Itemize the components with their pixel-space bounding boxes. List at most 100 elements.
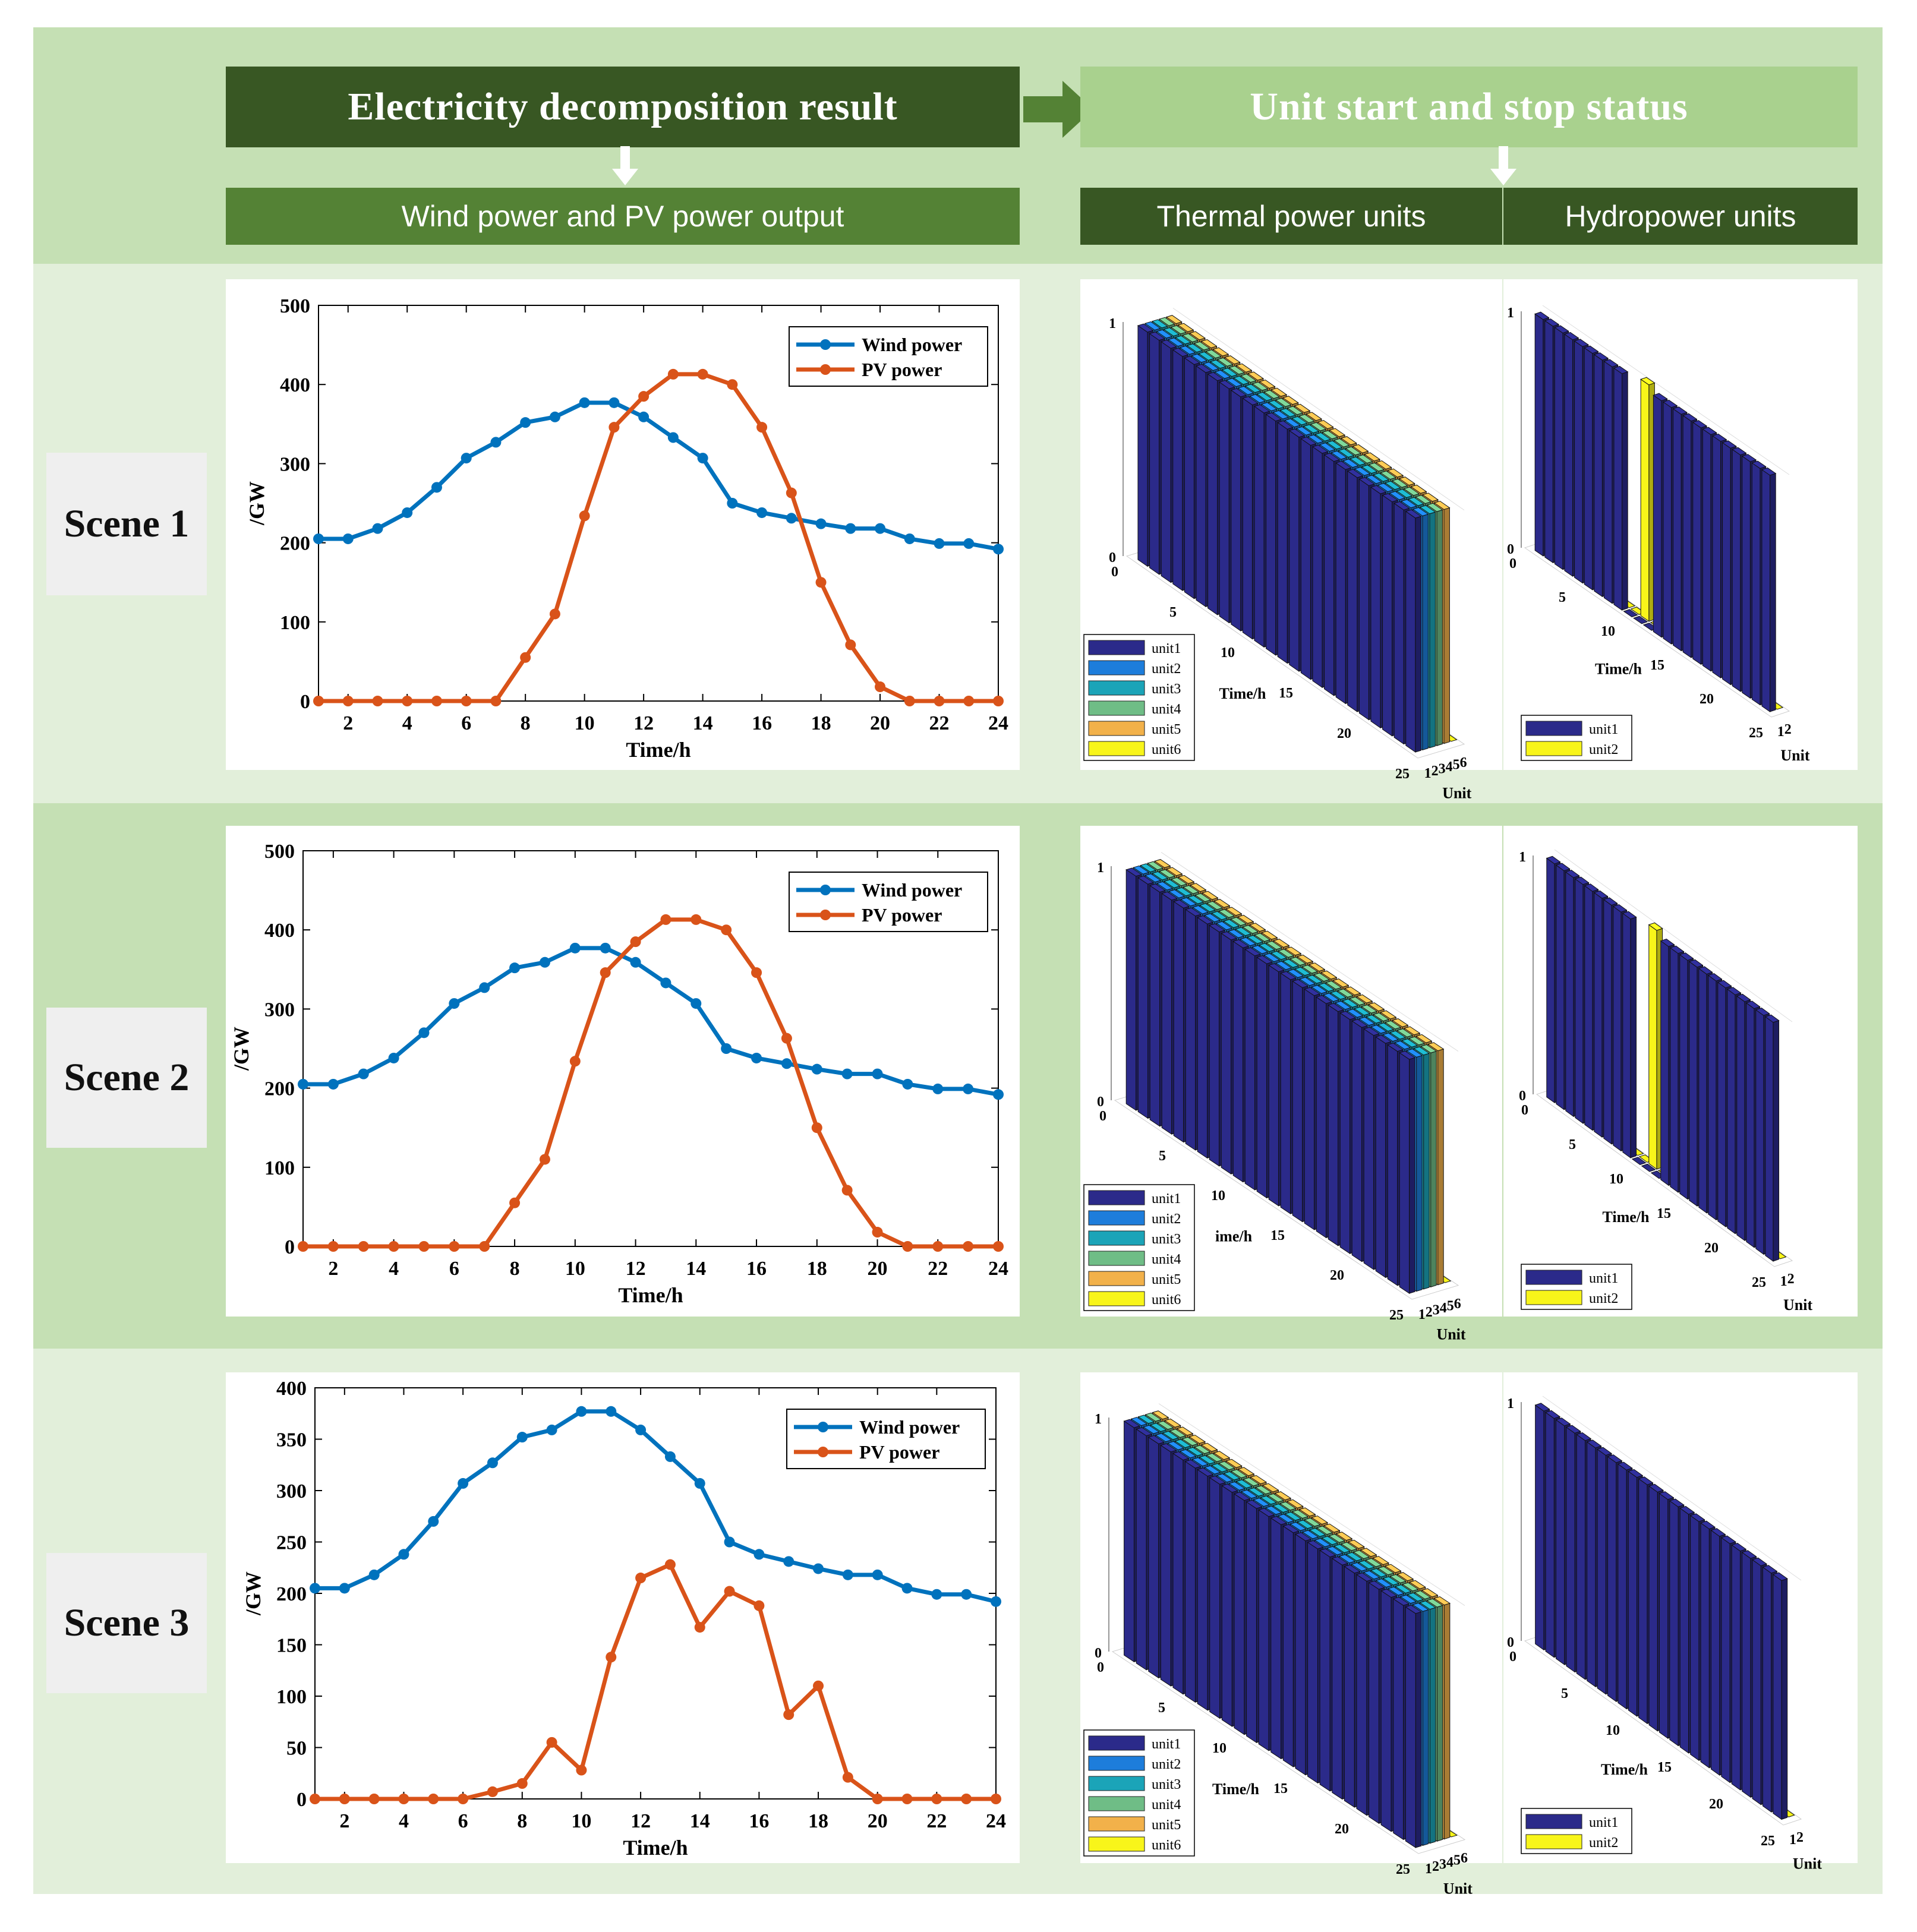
scene-3-thermal-bar-top [1351,1562,1369,1571]
scene-3-thermal-bar-top [1193,1445,1211,1454]
scene-2-thermal-bar-top [1358,1016,1376,1026]
scene-2-hydro-bar-top [1669,945,1685,954]
scene-2-thermal-bar-top [1228,929,1245,939]
scene-1-pv-point [815,577,827,588]
scene-1-thermal-bar-side [1422,513,1429,751]
scene-2-thermal-bar-front [1256,956,1268,1199]
scene-2-thermal-bar-top [1351,1019,1369,1028]
scene-3-thermal-unit-tick-label: 6 [1461,1851,1468,1866]
scene-2-wind-point [811,1063,822,1075]
scene-1-ytick-label: 100 [280,612,310,634]
scene-1-thermal-bar-top [1172,348,1189,357]
scene-3-thermal-bar-top [1155,1433,1172,1442]
scene-2-thermal-bar-top [1396,1028,1414,1038]
scene-1-hydro-bar-top [1603,359,1619,368]
scene-1-thermal-bar-front [1172,349,1183,591]
scene-3-hydro-time-tick-label: 5 [1561,1686,1568,1701]
scene-1-hydro-bar-top [1563,332,1579,340]
scene-2-thermal-bar-front [1339,1012,1351,1255]
scene-1-thermal-bar-top [1319,442,1336,452]
scene-3-wind-point [664,1451,676,1462]
scene-1-pv-point [638,391,649,402]
scene-2-pv-point [932,1241,944,1252]
scene-3-thermal-bar-top [1338,1554,1356,1564]
scene-1-thermal-bar-top [1247,371,1264,381]
scene-1-thermal-bar-top [1268,400,1285,409]
scene-3-thermal-bar-top [1213,1451,1231,1460]
scene-3-ytick-label: 350 [276,1429,307,1451]
scene-3-hydro-time-axis-label: Time/h [1601,1761,1648,1778]
scene-2-hydro-bar-top [1698,966,1713,975]
scene-2-thermal-bar-top [1323,993,1340,1002]
scene-2-thermal-bar-top [1232,939,1250,949]
scene-1-thermal-bar-top [1207,372,1224,381]
scene-1-pv-point [579,510,590,522]
scene-3-hydro-bar-top [1638,1476,1654,1485]
scene-2-hydro-bar-top [1736,993,1751,1002]
scene-3-thermal-legend-swatch-1 [1088,1756,1145,1771]
scene-2-thermal-bar-top [1230,917,1247,926]
scene-1-thermal-bar-front [1207,373,1218,615]
scene-2-thermal-bar-front [1149,885,1161,1127]
scene-1-hydro-bar-front [1574,340,1583,584]
scene-3-pv-point [458,1794,469,1804]
scene-2-thermal-bar-side [1416,1055,1423,1292]
scene-1-thermal-bar-front [1242,397,1253,640]
scene-2-hydro-unit-tick-label: 2 [1787,1271,1795,1287]
scene-1-thermal-bar-top [1306,412,1322,421]
scene-1-yaxis-label: /GW [245,481,269,526]
scene-3-legend-marker-1 [818,1447,828,1457]
scene-1-hydro-legend-label-1: unit2 [1589,742,1618,757]
scene-3-hydro-bar-top [1544,1410,1560,1419]
scene-2-hydro-bar-top [1688,959,1704,968]
scene-1-legend-label-1: PV power [862,359,942,380]
scene-3-pv-point [724,1586,735,1597]
scene-3-hydro-bar-front [1648,1485,1658,1732]
scene-2-thermal-bar-front [1363,1028,1374,1270]
scene-3-thermal-bar-top [1352,1549,1370,1560]
scene-1-hydro-bar-top [1751,460,1767,469]
scene-2-thermal-bar-top [1183,885,1200,894]
scene-3-thermal-bar-top [1142,1425,1160,1434]
scene-2-thermal-bar-front [1399,1052,1410,1295]
scene-1-wind-point [579,397,590,408]
scene-2-hydro-bar-front [1575,878,1584,1124]
scene-3-wind-point [813,1563,824,1574]
scene-1-thermal-bar-top [1412,507,1429,516]
scene-2-thermal-bar-top [1185,907,1202,917]
wind-pv-subtitle: Wind power and PV power output [226,188,1020,245]
scene-1-wind-point [461,453,472,464]
scene-1-thermal-bar-top [1161,339,1177,349]
scene-3-pv-point [487,1786,498,1797]
scene-2-pv-point [872,1227,883,1238]
scene-3-thermal-bar-front [1295,1533,1306,1776]
scene-3-thermal-bar-top [1344,1564,1361,1574]
scene-2-thermal-bar-front [1268,964,1279,1207]
scene-2-pv-point [358,1241,369,1252]
scene-3-thermal-bar-front [1319,1549,1330,1792]
scene-2-hydro-bar-front [1727,988,1736,1235]
scene-1-thermal-legend-swatch-2 [1088,680,1145,696]
scene-1-xtick-label: 22 [929,712,950,734]
scene-3-thermal-bar-top [1209,1475,1226,1485]
scene-2-thermal-bar-top [1152,871,1169,880]
scene-3-wind-point [310,1583,320,1594]
scene-2-thermal-bar-top [1385,1020,1402,1030]
scene-2-thermal-bar-top [1154,859,1171,869]
scene-2-wind-point [600,942,611,954]
scene-3-thermal-bar-top [1340,1542,1358,1551]
scene-1-wind-point [845,523,856,534]
scene-2-hydro-bar-top [1574,876,1590,885]
scene-2-hydro-ztick-label: 1 [1519,850,1526,865]
scene-3-thermal-bar-top [1345,1552,1363,1561]
scene-3-thermal-bar-top [1167,1441,1185,1450]
scene-3-thermal-bar-top [1172,1451,1190,1461]
scene-2-wind-point [630,956,641,968]
scene-2-thermal-bar-top [1192,905,1209,914]
scene-3-thermal-bar-top [1218,1461,1235,1470]
scene-3-thermal-bar-top [1289,1521,1307,1531]
scene-3-thermal-bar-top [1221,1483,1239,1493]
scene-1-thermal-bar-top [1179,345,1196,355]
scene-3-thermal-legend-box [1083,1729,1195,1857]
scene-2-wind-point [721,1043,732,1054]
